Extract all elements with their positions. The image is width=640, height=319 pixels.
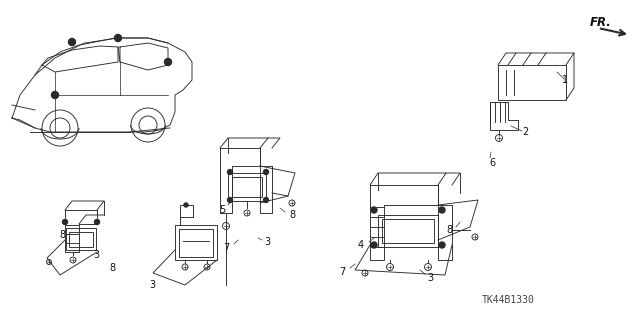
Circle shape xyxy=(63,219,67,225)
Circle shape xyxy=(164,58,172,65)
Bar xyxy=(228,173,266,201)
Text: TK44B1330: TK44B1330 xyxy=(482,295,535,305)
Circle shape xyxy=(95,219,99,225)
Bar xyxy=(498,65,566,100)
Text: 5: 5 xyxy=(219,205,225,215)
Circle shape xyxy=(439,207,445,213)
Text: 2: 2 xyxy=(522,127,528,137)
Circle shape xyxy=(227,197,232,203)
Text: FR.: FR. xyxy=(590,16,612,28)
Circle shape xyxy=(264,169,269,174)
Text: 8: 8 xyxy=(59,230,65,240)
Bar xyxy=(179,229,213,257)
Text: 3: 3 xyxy=(264,237,270,247)
Bar xyxy=(232,177,262,197)
Text: 3: 3 xyxy=(149,280,155,290)
Text: 7: 7 xyxy=(339,267,345,277)
Bar xyxy=(175,225,217,260)
Circle shape xyxy=(115,34,122,41)
Circle shape xyxy=(184,203,188,207)
Circle shape xyxy=(227,169,232,174)
Text: 6: 6 xyxy=(489,158,495,168)
Circle shape xyxy=(68,39,76,46)
Circle shape xyxy=(371,207,377,213)
Bar xyxy=(66,228,96,250)
Text: 7: 7 xyxy=(223,243,229,253)
Bar xyxy=(382,219,434,243)
Text: 8: 8 xyxy=(109,263,115,273)
Circle shape xyxy=(371,242,377,248)
Text: 8: 8 xyxy=(446,225,452,235)
Circle shape xyxy=(264,197,269,203)
Text: 1: 1 xyxy=(562,75,568,85)
Bar xyxy=(378,215,438,247)
Text: 8: 8 xyxy=(289,210,295,220)
Text: 3: 3 xyxy=(93,250,99,260)
Bar xyxy=(69,232,93,247)
Circle shape xyxy=(439,242,445,248)
Text: 3: 3 xyxy=(427,273,433,283)
Text: 4: 4 xyxy=(358,240,364,250)
Circle shape xyxy=(51,92,58,99)
